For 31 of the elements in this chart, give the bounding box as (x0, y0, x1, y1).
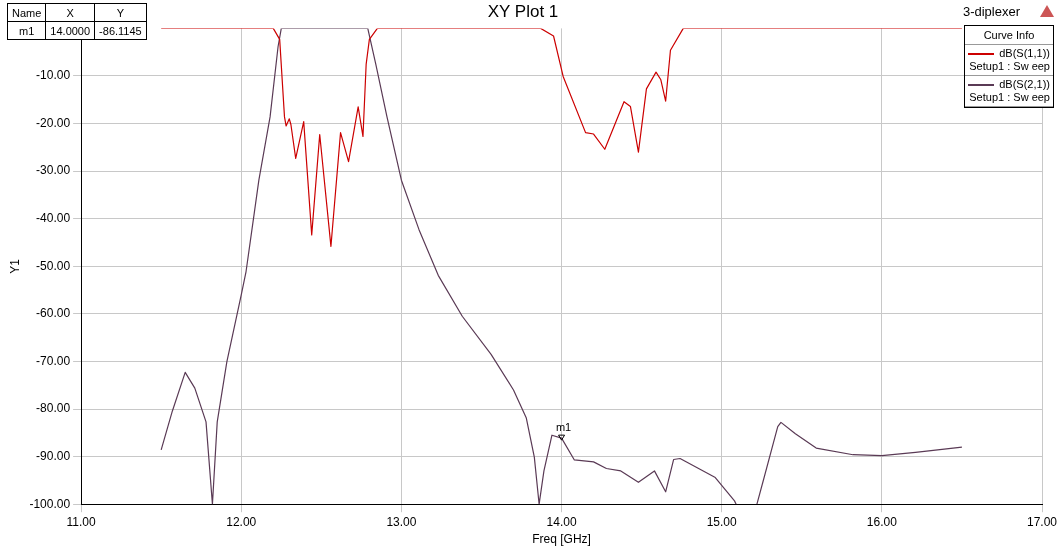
x-tick-label: 15.00 (706, 514, 738, 529)
text: Name (7, 3, 46, 22)
x-tick-label: 11.00 (66, 514, 96, 529)
text: Y (94, 3, 147, 22)
x-tick-label: 13.00 (386, 514, 417, 529)
y-tick-label: -60.00 (36, 306, 71, 321)
y-tick-label: -10.00 (36, 68, 71, 83)
x-tick-label: 16.00 (866, 514, 898, 529)
y-tick-label: -70.00 (36, 353, 71, 368)
y-tick-label: -80.00 (36, 401, 71, 416)
y-tick-label: -90.00 (36, 448, 71, 463)
y-tick-label: -30.00 (36, 163, 71, 178)
y-tick-label: -100.00 (29, 496, 71, 511)
legend-label: dB(S(1,1)) Setup1 : Sw eep (965, 45, 1053, 76)
x-axis-title: Freq [GHz] (532, 532, 591, 547)
y-axis-title: Y1 (7, 258, 22, 274)
text: 3-diplexer (962, 4, 1020, 19)
legend-label: dB(S(2,1)) Setup1 : Sw eep (965, 76, 1053, 107)
chart-title: XY Plot 1 (487, 1, 559, 21)
y-tick-label: -50.00 (36, 258, 71, 273)
legend-title: Curve Info (965, 26, 1053, 45)
x-tick-label: 14.00 (546, 514, 577, 529)
text: X (45, 3, 95, 22)
y-tick-label: -40.00 (36, 211, 71, 226)
x-tick-label: 12.00 (226, 514, 257, 529)
y-tick-label: -20.00 (36, 115, 71, 130)
annotation: -86.1145 (94, 21, 147, 40)
annotation: 14.0000 (45, 21, 95, 40)
x-tick-label: 17.00 (1026, 514, 1058, 529)
annotation: m1 (555, 421, 572, 434)
text: m1 (7, 21, 46, 40)
